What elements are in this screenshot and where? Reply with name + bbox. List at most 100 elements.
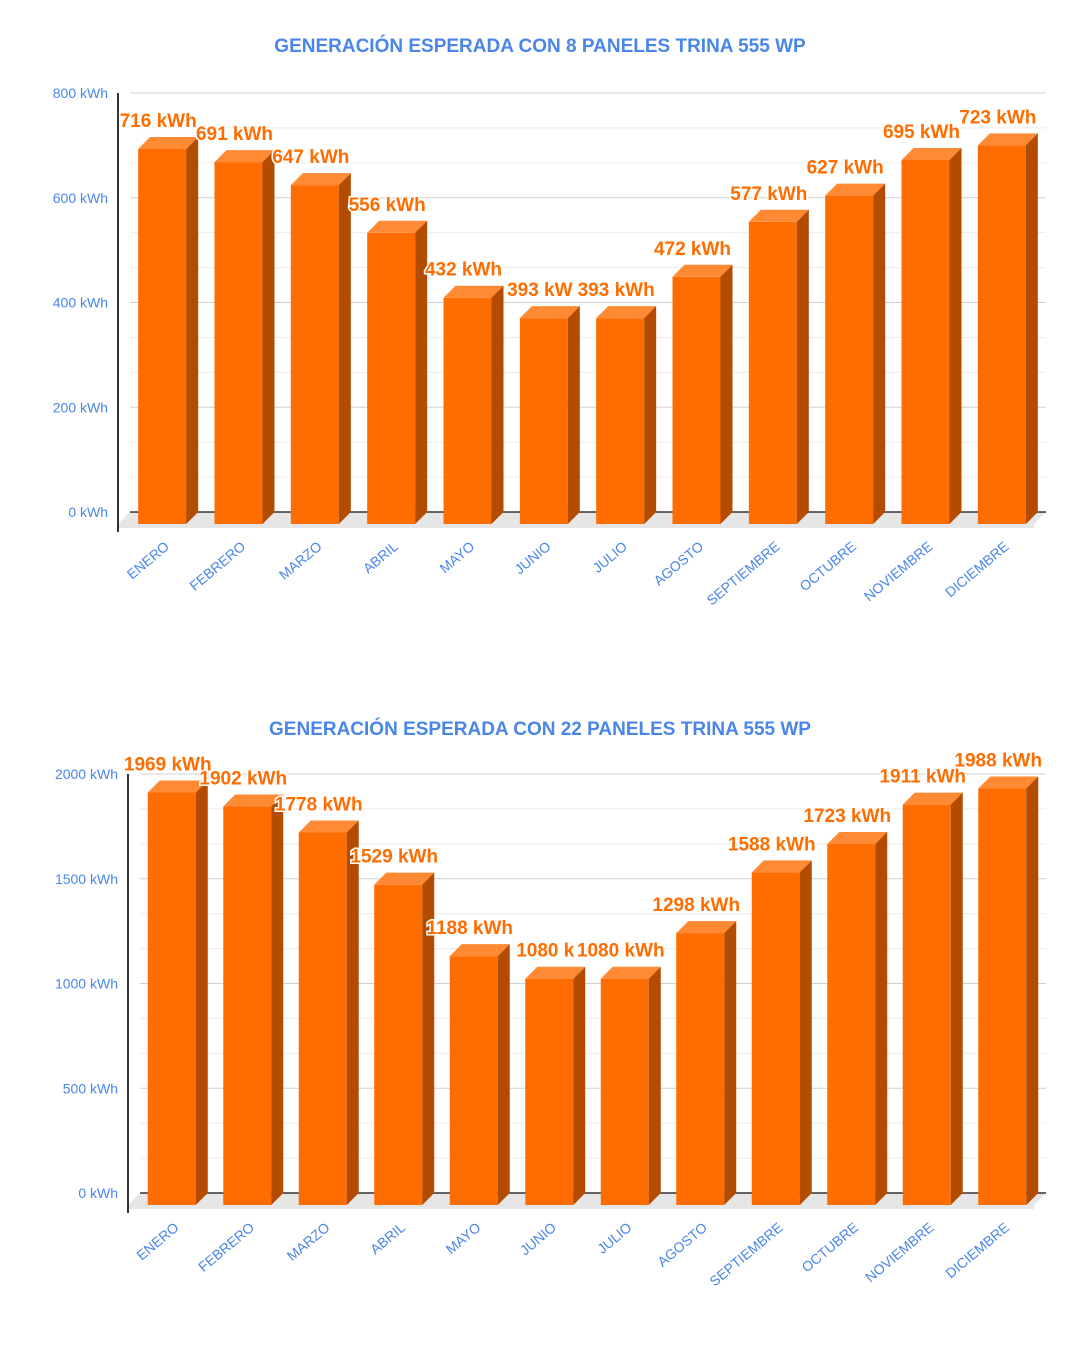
chart2-bar-side (271, 794, 284, 1205)
chart2-xtick-label: NOVIEMBRE (862, 1219, 937, 1285)
chart2-bar-side (724, 921, 737, 1205)
chart2-bar-side (422, 872, 435, 1205)
chart2-bar-top (902, 792, 963, 805)
chart1-bar-front (596, 318, 645, 524)
chart2-bar-side (1026, 776, 1039, 1205)
chart1-bar-septiembre (748, 209, 809, 524)
chart1-xtick-label: DICIEMBRE (942, 538, 1012, 600)
chart2-bar-diciembre (978, 776, 1039, 1205)
chart1-bar-front (138, 148, 187, 524)
chart1-data-label: 691 kWh (196, 124, 273, 145)
chart1-xtick-label: OCTUBRE (796, 538, 859, 594)
chart2-bar-octubre (827, 832, 888, 1205)
chart1-bar-octubre (825, 183, 886, 524)
chart2-bar-septiembre (751, 860, 812, 1205)
chart1-xtick-label: MARZO (276, 538, 325, 583)
chart-8-panels: GENERACIÓN ESPERADA CON 8 PANELES TRINA … (53, 35, 1046, 608)
chart2-bar-front (449, 956, 498, 1205)
chart1-bar-top (901, 147, 962, 160)
chart1-ytick-label: 200 kWh (53, 399, 108, 415)
chart1-bar-front (290, 185, 339, 525)
chart2-bar-noviembre (902, 792, 963, 1205)
chart1-ytick-label: 600 kWh (53, 190, 108, 206)
chart1-bar-diciembre (977, 133, 1038, 525)
chart1-floor-front (118, 524, 1034, 528)
chart1-bar-top (443, 285, 504, 298)
chart1-bar-top (290, 173, 351, 186)
chart1-xtick-label: JULIO (589, 538, 630, 576)
chart2-xtick-label: SEPTIEMBRE (706, 1219, 785, 1289)
chart-22-panels-svg: GENERACIÓN ESPERADA CON 22 PANELES TRINA… (55, 718, 1046, 1289)
chart2-bar-febrero (223, 794, 284, 1205)
chart2-bar-junio (525, 966, 586, 1205)
chart1-bar-top (748, 209, 809, 222)
chart2-bar-side (875, 832, 888, 1205)
chart1-data-label: 577 kWh (730, 184, 807, 205)
chart1-bar-front (977, 145, 1026, 525)
chart2-bar-front (902, 804, 951, 1205)
chart1-bar-top (596, 306, 657, 319)
chart1-bar-mayo (443, 285, 504, 524)
chart1-xtick-label: SEPTIEMBRE (703, 538, 782, 608)
chart2-bar-front (298, 832, 347, 1205)
chart1-bar-side (491, 285, 504, 524)
chart1-data-label: 472 kWh (654, 239, 731, 260)
chart1-xtick-label: FEBRERO (186, 538, 248, 594)
chart2-xtick-label: MARZO (284, 1219, 333, 1264)
chart1-bar-side (567, 306, 580, 524)
chart2-bar-front (525, 978, 574, 1205)
chart1-bar-side (415, 220, 428, 525)
chart2-data-label: 1080 kWh (577, 941, 665, 962)
chart1-bar-side (338, 173, 351, 525)
chart1-bar-side (873, 183, 886, 524)
chart1-xtick-label: ABRIL (360, 538, 401, 576)
chart2-data-label: 1529 kWh (350, 847, 438, 868)
chart1-bar-side (720, 264, 733, 524)
chart2-xtick-label: MAYO (443, 1219, 484, 1257)
chart2-ytick-label: 1500 kWh (55, 871, 118, 887)
chart1-data-label: 432 kWh (425, 260, 502, 281)
chart1-bar-side (644, 306, 657, 524)
chart-8-panels-svg: GENERACIÓN ESPERADA CON 8 PANELES TRINA … (53, 35, 1046, 608)
chart2-title: GENERACIÓN ESPERADA CON 22 PANELES TRINA… (269, 718, 811, 740)
chart1-bar-febrero (214, 150, 275, 524)
chart1-bar-top (519, 306, 580, 319)
chart1-bar-front (748, 221, 797, 524)
chart1-bar-front (367, 232, 416, 525)
chart2-bar-side (799, 860, 812, 1205)
chart1-bar-top (977, 133, 1038, 146)
chart1-data-label: 393 kWh (578, 280, 655, 301)
chart2-bar-side (346, 820, 359, 1205)
chart1-data-label: 695 kWh (883, 122, 960, 143)
chart2-floor-front (128, 1205, 1034, 1209)
chart1-data-label: 393 kW (507, 280, 573, 301)
chart1-bar-side (262, 150, 275, 524)
chart2-bar-side (195, 780, 208, 1205)
chart2-xtick-label: ABRIL (367, 1219, 408, 1257)
chart2-xtick-label: JULIO (594, 1219, 635, 1257)
chart2-ytick-label: 1000 kWh (55, 976, 118, 992)
chart2-bar-top (525, 966, 586, 979)
chart2-bar-side (648, 966, 661, 1205)
chart2-ytick-label: 500 kWh (63, 1080, 118, 1096)
chart1-data-label: 723 kWh (959, 107, 1036, 128)
chart2-bar-side (573, 966, 586, 1205)
chart1-bar-agosto (672, 264, 733, 524)
chart1-data-label: 556 kWh (349, 195, 426, 216)
chart2-bar-top (223, 794, 284, 807)
chart1-data-label: 647 kWh (272, 147, 349, 168)
chart1-bar-enero (138, 136, 199, 524)
chart2-bar-enero (147, 780, 208, 1205)
chart1-bar-julio (596, 306, 657, 524)
chart1-bar-top (825, 183, 886, 196)
chart-22-panels: GENERACIÓN ESPERADA CON 22 PANELES TRINA… (0, 675, 1080, 1350)
chart1-ytick-label: 0 kWh (68, 504, 108, 520)
chart1-bar-front (519, 318, 568, 524)
chart1-bar-front (672, 276, 721, 524)
chart2-data-label: 1588 kWh (728, 834, 816, 855)
chart2-xtick-label: DICIEMBRE (942, 1219, 1012, 1281)
chart1-bar-side (796, 209, 809, 524)
chart2-bar-top (147, 780, 208, 793)
chart2-ytick-label: 0 kWh (78, 1185, 118, 1201)
chart1-data-label: 627 kWh (807, 158, 884, 179)
